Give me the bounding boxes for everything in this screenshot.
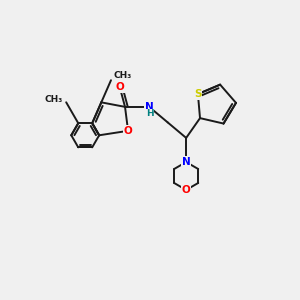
Text: S: S bbox=[194, 89, 202, 99]
Text: O: O bbox=[124, 126, 132, 136]
Text: N: N bbox=[182, 157, 190, 167]
Text: CH₃: CH₃ bbox=[114, 71, 132, 80]
Text: N: N bbox=[145, 102, 154, 112]
Text: CH₃: CH₃ bbox=[45, 95, 63, 104]
Text: H: H bbox=[146, 109, 153, 118]
Text: O: O bbox=[115, 82, 124, 92]
Text: O: O bbox=[182, 185, 190, 195]
